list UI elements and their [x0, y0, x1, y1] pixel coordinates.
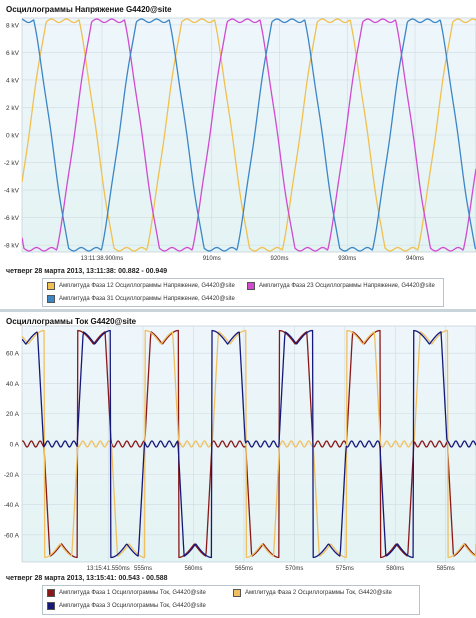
legend-swatch-phase-12: [47, 282, 55, 290]
legend-swatch-phase-1: [47, 589, 55, 597]
legend-item-phase-23[interactable]: Амплитуда Фаза 23 Осциллограммы Напряжен…: [247, 282, 435, 290]
legend-swatch-phase-23: [247, 282, 255, 290]
series-line-1[interactable]: [22, 329, 476, 559]
y-tick-label: -6 kV: [4, 215, 20, 222]
x-tick-label: 930ms: [338, 256, 356, 262]
y-tick-label: 6 kV: [6, 50, 20, 57]
voltage-panel: Осциллограммы Напряжение G4420@site 8 kV…: [0, 0, 476, 307]
legend-label: Амплитуда Фаза 2 Осциллограммы Ток, G442…: [245, 590, 392, 596]
legend-item-phase-2[interactable]: Амплитуда Фаза 2 Осциллограммы Ток, G442…: [233, 589, 392, 597]
series-line-1[interactable]: [22, 18, 476, 252]
current-legend: Амплитуда Фаза 1 Осциллограммы Ток, G442…: [42, 585, 420, 615]
legend-item-phase-1[interactable]: Амплитуда Фаза 1 Осциллограммы Ток, G442…: [47, 589, 206, 597]
y-tick-label: -4 kV: [4, 188, 20, 195]
series-line-2[interactable]: [22, 18, 476, 252]
y-tick-label: 2 kV: [6, 105, 20, 112]
panel-divider: [0, 309, 476, 312]
series-line-3[interactable]: [22, 329, 476, 559]
x-tick-label: 580ms: [386, 566, 404, 572]
x-tick-label: 570ms: [285, 566, 303, 572]
legend-item-phase-12[interactable]: Амплитуда Фаза 12 Осциллограммы Напряжен…: [47, 282, 235, 290]
current-chart[interactable]: 60 A 40 A 20 A 0 A -20 A -40 A -60 A 13:15:41.5…: [0, 312, 476, 577]
x-tick-label: 13:15:41.550ms: [87, 566, 130, 572]
y-tick-label: -20 A: [4, 472, 20, 479]
voltage-legend: Амплитуда Фаза 12 Осциллограммы Напряжен…: [42, 278, 444, 307]
x-tick-label: 940ms: [406, 256, 424, 262]
x-tick-label: 920ms: [270, 256, 288, 262]
x-tick-label: 575ms: [336, 566, 354, 572]
x-tick-label: 565ms: [235, 566, 253, 572]
y-tick-label: 40 A: [6, 381, 20, 388]
legend-swatch-phase-31: [47, 295, 55, 303]
voltage-chart-title: Осциллограммы Напряжение G4420@site: [6, 5, 172, 14]
legend-swatch-phase-3: [47, 602, 55, 610]
legend-item-phase-31[interactable]: Амплитуда Фаза 31 Осциллограммы Напряжен…: [47, 295, 235, 303]
legend-swatch-phase-2: [233, 589, 241, 597]
y-tick-label: 0 kV: [6, 133, 20, 140]
y-tick-label: 4 kV: [6, 77, 20, 84]
y-tick-label: 60 A: [6, 351, 20, 358]
current-panel: Осциллограммы Ток G4420@site 60 A 40 A 20 …: [0, 312, 476, 618]
y-tick-label: -8 kV: [4, 243, 20, 250]
current-chart-title: Осциллограммы Ток G4420@site: [6, 317, 137, 326]
y-tick-label: -40 A: [4, 502, 20, 509]
y-tick-label: 8 kV: [6, 22, 20, 29]
x-tick-label: 13:11:38.900ms: [81, 256, 124, 262]
x-tick-label: 560ms: [185, 566, 203, 572]
x-tick-label: 555ms: [134, 566, 152, 572]
series-line-2[interactable]: [22, 329, 476, 559]
x-tick-label: 910ms: [203, 256, 221, 262]
legend-label: Амплитуда Фаза 31 Осциллограммы Напряжен…: [59, 296, 235, 302]
voltage-chart[interactable]: 8 kV 6 kV 4 kV 2 kV 0 kV -2 kV -4 kV -6 kV -8 kV…: [0, 0, 476, 270]
series-line-3[interactable]: [22, 18, 476, 252]
x-tick-label: 585ms: [437, 566, 455, 572]
legend-label: Амплитуда Фаза 1 Осциллограммы Ток, G442…: [59, 590, 206, 596]
y-tick-label: 0 A: [10, 442, 20, 449]
legend-item-phase-3[interactable]: Амплитуда Фаза 3 Осциллограммы Ток, G442…: [47, 602, 206, 610]
y-tick-label: 20 A: [6, 411, 20, 418]
current-time-range: четверг 28 марта 2013, 13:15:41: 00.543 …: [6, 575, 168, 582]
voltage-time-range: четверг 28 марта 2013, 13:11:38: 00.882 …: [6, 268, 168, 275]
legend-label: Амплитуда Фаза 23 Осциллограммы Напряжен…: [259, 283, 435, 289]
y-tick-label: -60 A: [4, 532, 20, 539]
legend-label: Амплитуда Фаза 3 Осциллограммы Ток, G442…: [59, 603, 206, 609]
y-tick-label: -2 kV: [4, 160, 20, 167]
legend-label: Амплитуда Фаза 12 Осциллограммы Напряжен…: [59, 283, 235, 289]
